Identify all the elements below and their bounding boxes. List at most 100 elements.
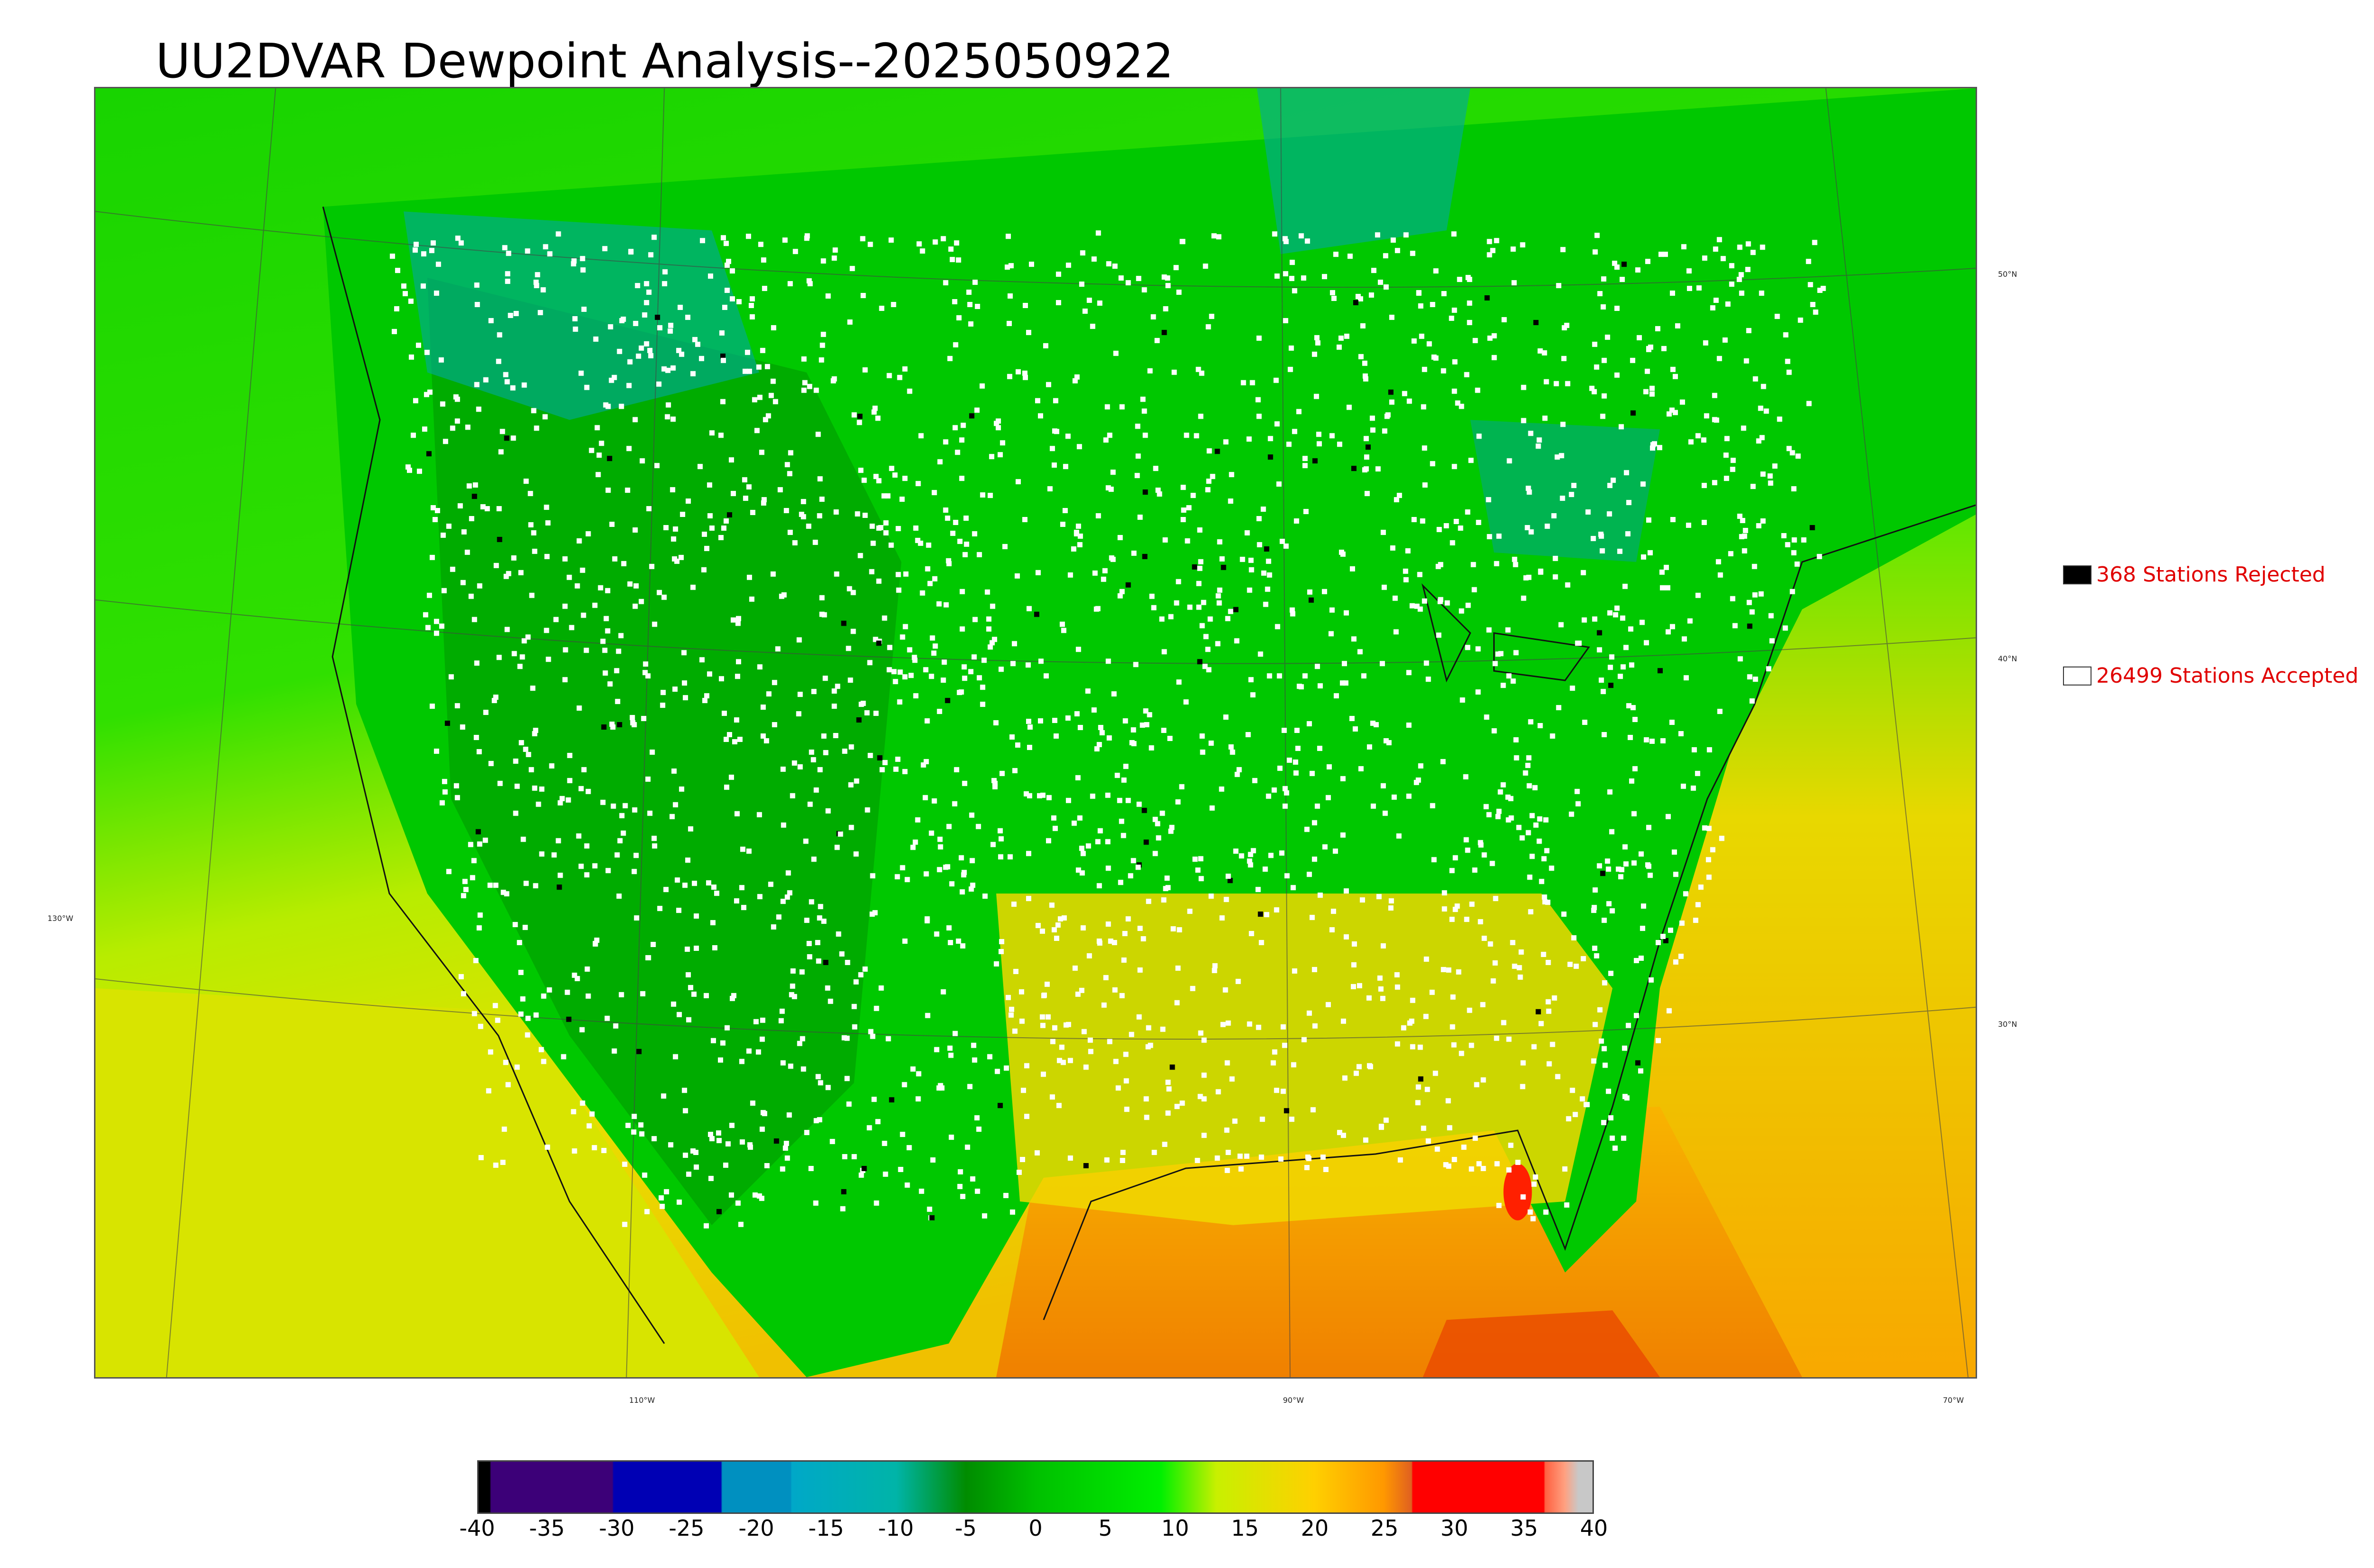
- station-marker: [1044, 981, 1050, 987]
- station-marker: [1287, 757, 1292, 763]
- station-marker: [1494, 1035, 1499, 1041]
- station-marker: [1067, 1058, 1073, 1063]
- station-marker: [589, 1111, 595, 1117]
- station-marker: [1705, 857, 1711, 863]
- station-marker: [946, 925, 952, 931]
- station-marker: [956, 257, 961, 263]
- station-marker: [1192, 564, 1197, 570]
- station-marker: [1277, 673, 1282, 679]
- station-marker: [707, 513, 713, 518]
- station-marker: [788, 1063, 793, 1069]
- station-marker: [1187, 909, 1193, 914]
- station-marker: [1767, 473, 1773, 479]
- station-marker: [608, 324, 613, 329]
- station-marker: [1812, 240, 1818, 245]
- station-marker: [862, 513, 868, 518]
- station-marker: [1790, 589, 1795, 594]
- station-marker: [1141, 408, 1147, 414]
- station-marker: [1341, 1018, 1347, 1024]
- station-marker: [640, 458, 645, 464]
- station-marker: [1104, 404, 1110, 410]
- station-marker: [1394, 248, 1400, 254]
- station-marker: [1649, 738, 1655, 744]
- station-marker: [1166, 1086, 1172, 1092]
- station-marker: [1544, 379, 1549, 385]
- station-marker: [1195, 867, 1201, 873]
- station-marker: [1474, 1082, 1479, 1088]
- station-marker: [546, 657, 551, 662]
- station-marker: [566, 1016, 572, 1022]
- station-marker: [1468, 458, 1474, 463]
- station-marker: [723, 241, 729, 246]
- station-marker: [1055, 922, 1061, 928]
- station-marker: [584, 872, 590, 878]
- station-marker: [1077, 725, 1083, 731]
- station-marker: [1440, 759, 1446, 764]
- station-marker: [851, 1154, 857, 1160]
- lat-label-50n: 50°N: [1998, 270, 2017, 279]
- station-marker: [1491, 333, 1497, 338]
- station-marker: [1582, 720, 1588, 725]
- station-marker: [1375, 466, 1381, 472]
- station-marker: [1569, 492, 1574, 498]
- station-marker: [1436, 526, 1442, 532]
- station-marker: [1506, 817, 1511, 823]
- station-marker: [816, 958, 821, 964]
- station-marker: [1105, 658, 1111, 664]
- station-marker: [1190, 493, 1196, 498]
- station-marker: [1434, 1146, 1440, 1152]
- station-marker: [1220, 1022, 1226, 1027]
- station-marker: [424, 392, 429, 397]
- station-marker: [505, 279, 510, 284]
- station-marker: [1624, 1095, 1630, 1101]
- station-marker: [1660, 934, 1666, 939]
- station-marker: [768, 882, 773, 887]
- station-marker: [740, 846, 745, 852]
- station-marker: [1449, 868, 1455, 873]
- station-marker: [1121, 833, 1126, 838]
- station-marker: [1451, 464, 1457, 469]
- station-marker: [980, 383, 985, 389]
- station-marker: [1207, 616, 1213, 622]
- station-marker: [998, 854, 1004, 860]
- station-marker: [1105, 921, 1111, 927]
- station-marker: [1163, 306, 1168, 311]
- station-marker: [1008, 293, 1013, 299]
- colorbar-tick-label: 10: [1161, 1515, 1189, 1541]
- station-marker: [1552, 995, 1557, 1001]
- station-marker: [1695, 770, 1700, 776]
- colorbar-tick-label: 20: [1300, 1515, 1329, 1541]
- station-marker: [1612, 261, 1618, 266]
- station-marker: [478, 1155, 484, 1161]
- station-marker: [907, 647, 913, 653]
- station-marker: [581, 767, 587, 772]
- dewpoint-map[interactable]: [94, 87, 1977, 1379]
- station-marker: [1239, 853, 1244, 859]
- station-marker: [1641, 554, 1647, 560]
- station-marker: [960, 589, 965, 594]
- station-marker: [1747, 623, 1752, 629]
- station-marker: [1152, 851, 1158, 856]
- station-marker: [1101, 1002, 1107, 1008]
- station-marker: [538, 1047, 544, 1052]
- station-marker: [496, 655, 502, 660]
- station-marker: [1465, 602, 1471, 608]
- station-marker: [640, 991, 646, 996]
- station-marker: [1704, 413, 1709, 419]
- station-marker: [622, 803, 628, 808]
- station-marker: [1498, 789, 1503, 795]
- station-marker: [1500, 683, 1506, 688]
- station-marker: [960, 1193, 966, 1199]
- station-marker: [1644, 737, 1649, 742]
- station-marker: [737, 736, 743, 742]
- station-marker: [1023, 303, 1028, 308]
- station-marker: [941, 236, 946, 242]
- station-marker: [1055, 300, 1061, 305]
- station-marker: [1505, 627, 1511, 633]
- station-marker: [682, 680, 688, 686]
- station-marker: [433, 630, 439, 636]
- station-marker: [442, 789, 448, 795]
- station-marker: [1763, 408, 1769, 414]
- station-marker: [801, 356, 807, 362]
- station-marker: [1140, 723, 1145, 728]
